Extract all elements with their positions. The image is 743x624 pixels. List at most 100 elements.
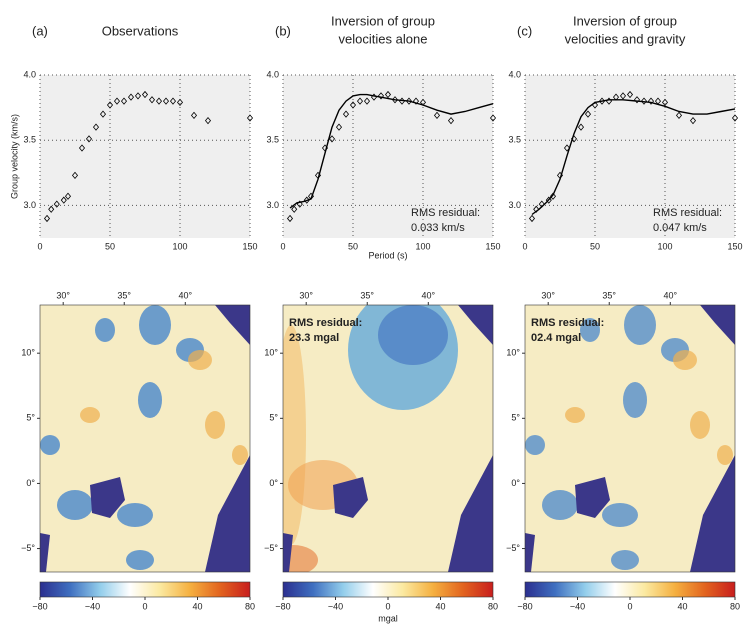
colorbar-label: 40 (435, 601, 445, 611)
lon-label: 35° (117, 290, 131, 300)
x-tick-label: 0 (280, 241, 285, 251)
lat-label: 10° (506, 348, 520, 358)
lon-label: 30° (541, 290, 555, 300)
y-tick-label: 4.0 (266, 69, 279, 79)
colorbar-unit: mgal (378, 613, 398, 623)
map-annotation: RMS residual: (289, 317, 362, 329)
colorbar-label: −80 (275, 601, 290, 611)
x-tick-label: 150 (727, 241, 742, 251)
panel-label: (a) (32, 23, 48, 38)
lat-label: 5° (269, 413, 278, 423)
anomaly (717, 445, 733, 465)
rms-annotation: 0.033 km/s (411, 222, 465, 234)
anomaly (673, 350, 697, 370)
y-tick-label: 3.5 (266, 135, 279, 145)
colorbar-label: 80 (488, 601, 498, 611)
y-tick-label: 3.0 (23, 200, 36, 210)
anomaly (276, 325, 306, 545)
colorbar-label: −80 (32, 601, 47, 611)
chart-title: velocities alone (339, 31, 428, 46)
lat-label: −5° (21, 543, 35, 553)
anomaly (232, 445, 248, 465)
y-tick-label: 4.0 (508, 69, 521, 79)
colorbar-label: −80 (517, 601, 532, 611)
chart-title: Inversion of group (573, 13, 677, 28)
y-tick-label: 3.0 (508, 200, 521, 210)
anomaly (378, 305, 448, 365)
chart-title: Observations (102, 23, 179, 38)
rms-annotation: 0.047 km/s (653, 222, 707, 234)
colorbar-label: 0 (385, 601, 390, 611)
anomaly (565, 407, 585, 423)
x-axis-label: Period (s) (368, 250, 407, 260)
anomaly (95, 318, 115, 342)
map-annotation: 02.4 mgal (531, 332, 581, 344)
rms-annotation: RMS residual: (653, 207, 722, 219)
colorbar-label: 0 (627, 601, 632, 611)
y-axis-label: Group velocity (km/s) (9, 114, 19, 199)
lon-label: 30° (299, 290, 313, 300)
lat-label: 5° (26, 413, 35, 423)
anomaly (117, 503, 153, 527)
colorbar-label: 40 (192, 601, 202, 611)
x-tick-label: 50 (348, 241, 358, 251)
colorbar-label: −40 (570, 601, 585, 611)
colorbar-label: −40 (328, 601, 343, 611)
colorbar-label: 80 (730, 601, 740, 611)
anomaly (139, 305, 171, 345)
y-tick-label: 3.0 (266, 200, 279, 210)
anomaly (57, 490, 93, 520)
colorbar (40, 582, 250, 597)
map-annotation: 23.3 mgal (289, 332, 339, 344)
anomaly (611, 550, 639, 570)
anomaly (205, 411, 225, 439)
anomaly (80, 407, 100, 423)
lat-label: 0° (26, 478, 35, 488)
colorbar-label: −40 (85, 601, 100, 611)
anomaly (542, 490, 578, 520)
x-tick-label: 100 (172, 241, 187, 251)
lat-label: 10° (264, 348, 278, 358)
colorbar-label: 80 (245, 601, 255, 611)
map-annotation: RMS residual: (531, 317, 604, 329)
y-tick-label: 3.5 (508, 135, 521, 145)
lat-label: 0° (269, 478, 278, 488)
x-tick-label: 0 (37, 241, 42, 251)
x-tick-label: 50 (105, 241, 115, 251)
colorbar (525, 582, 735, 597)
x-tick-label: 100 (415, 241, 430, 251)
lat-label: 10° (21, 348, 35, 358)
x-tick-label: 150 (242, 241, 257, 251)
lat-label: −5° (506, 543, 520, 553)
x-tick-label: 50 (590, 241, 600, 251)
lon-label: 35° (360, 290, 374, 300)
anomaly (525, 435, 545, 455)
rms-annotation: RMS residual: (411, 207, 480, 219)
lon-label: 40° (663, 290, 677, 300)
panel-label: (c) (517, 23, 532, 38)
map (525, 305, 735, 572)
chart-title: velocities and gravity (565, 31, 686, 46)
figure: (a) Observations 3.0 3.5 4.0 0 50 100 150 Group v… (0, 0, 743, 624)
y-tick-label: 3.5 (23, 135, 36, 145)
lon-label: 40° (421, 290, 435, 300)
lon-label: 40° (178, 290, 192, 300)
anomaly (126, 550, 154, 570)
colorbar-label: 40 (677, 601, 687, 611)
colorbar (283, 582, 493, 597)
anomaly (138, 382, 162, 418)
anomaly (602, 503, 638, 527)
plot-background (40, 75, 250, 238)
x-tick-label: 150 (485, 241, 500, 251)
colorbar-label: 0 (142, 601, 147, 611)
map (40, 305, 250, 572)
anomaly (623, 382, 647, 418)
panel-label: (b) (275, 23, 291, 38)
lon-label: 35° (602, 290, 616, 300)
anomaly (624, 305, 656, 345)
lon-label: 30° (56, 290, 70, 300)
anomaly (690, 411, 710, 439)
anomaly (40, 435, 60, 455)
chart-title: Inversion of group (331, 13, 435, 28)
x-tick-label: 100 (657, 241, 672, 251)
